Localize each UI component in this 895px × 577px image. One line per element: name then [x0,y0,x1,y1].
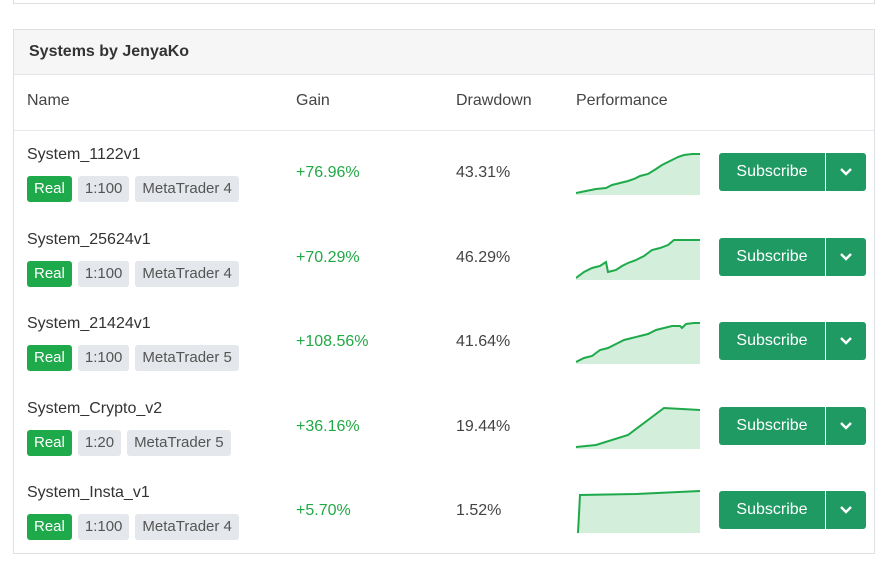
subscribe-button[interactable]: Subscribe [719,153,825,191]
subscribe-options-button[interactable] [826,322,866,360]
sparkline-line [576,322,700,363]
subscribe-button[interactable]: Subscribe [719,322,825,360]
subscribe-options-button[interactable] [826,153,866,191]
chevron-down-icon [840,252,852,261]
table-row: System_25624v1 Real 1:100 MetaTrader 4 +… [14,216,874,301]
sparkline-line [577,490,701,533]
gain-value: +70.29% [296,248,360,266]
column-header-performance: Performance [576,92,668,109]
table-row: System_Insta_v1 Real 1:100 MetaTrader 4 … [14,469,874,554]
sparkline-line [576,238,700,279]
sparkline-area [576,323,700,364]
system-name-link[interactable]: System_25624v1 [27,230,151,248]
platform-badge: MetaTrader 5 [127,429,231,456]
platform-badge: MetaTrader 5 [135,345,239,371]
subscribe-button[interactable]: Subscribe [719,237,825,276]
leverage-badge: 1:100 [77,260,130,287]
leverage-badge: 1:100 [77,514,130,540]
subscribe-options-button[interactable] [826,406,866,445]
table-row: System_21424v1 Real 1:100 MetaTrader 5 +… [14,300,874,385]
system-tags: Real 1:100 MetaTrader 5 [27,345,239,371]
chevron-down-icon [840,168,852,176]
column-header-name[interactable]: Name [27,92,70,109]
platform-badge: MetaTrader 4 [135,260,239,287]
chevron-down-icon [840,506,852,514]
sparkline-line [576,153,700,194]
sparkline-area [578,491,700,533]
platform-badge: MetaTrader 4 [135,176,239,202]
sparkline-line [576,406,701,448]
account-type-badge: Real [27,514,72,540]
system-name-link[interactable]: System_Insta_v1 [27,484,150,501]
account-type-badge: Real [27,345,72,371]
table-row: System_1122v1 Real 1:100 MetaTrader 4 +7… [14,131,874,216]
leverage-badge: 1:20 [77,429,122,456]
account-type-badge: Real [27,176,72,202]
gain-value: +36.16% [296,417,360,435]
drawdown-value: 43.31% [456,164,511,181]
performance-sparkline [576,322,700,364]
leverage-badge: 1:100 [77,345,130,371]
performance-sparkline [576,238,700,280]
performance-sparkline [576,153,700,195]
systems-panel: Systems by JenyaKo Name Gain Drawdown Pe… [13,29,875,554]
account-type-badge: Real [27,260,72,287]
system-tags: Real 1:100 MetaTrader 4 [27,176,239,202]
previous-card [13,0,875,4]
drawdown-value: 19.44% [456,417,511,435]
column-header-gain[interactable]: Gain [296,92,330,109]
system-name-link[interactable]: System_21424v1 [27,315,151,332]
system-tags: Real 1:100 MetaTrader 4 [27,514,239,540]
performance-sparkline [576,406,701,449]
system-tags: Real 1:20 MetaTrader 5 [27,429,231,456]
system-name-link[interactable]: System_1122v1 [27,146,141,163]
platform-badge: MetaTrader 4 [135,514,239,540]
subscribe-options-button[interactable] [826,237,866,276]
column-header-drawdown[interactable]: Drawdown [456,92,532,109]
subscribe-button[interactable]: Subscribe [719,491,825,529]
systems-list: System_1122v1 Real 1:100 MetaTrader 4 +7… [14,131,874,554]
drawdown-value: 41.64% [456,333,511,350]
performance-sparkline [577,490,701,533]
drawdown-value: 46.29% [456,248,511,266]
gain-value: +5.70% [296,502,351,519]
system-tags: Real 1:100 MetaTrader 4 [27,260,239,287]
drawdown-value: 1.52% [456,502,502,519]
chevron-down-icon [840,421,852,430]
subscribe-options-button[interactable] [826,491,866,529]
gain-value: +108.56% [296,333,369,350]
system-name-link[interactable]: System_Crypto_v2 [27,399,163,417]
subscribe-button[interactable]: Subscribe [719,406,825,445]
table-header: Name Gain Drawdown Performance [14,75,874,131]
table-row: System_Crypto_v2 Real 1:20 MetaTrader 5 … [14,385,874,470]
chevron-down-icon [840,337,852,345]
panel-title: Systems by JenyaKo [14,30,874,75]
gain-value: +76.96% [296,164,360,181]
leverage-badge: 1:100 [77,176,130,202]
account-type-badge: Real [27,429,72,456]
sparkline-area [576,154,700,195]
